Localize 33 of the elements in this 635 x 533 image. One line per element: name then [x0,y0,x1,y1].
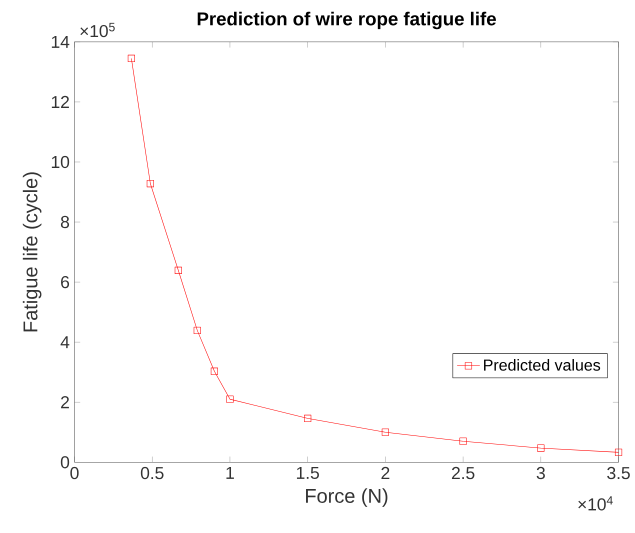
x-tick-label: 3.5 [607,467,630,480]
x-tick-label: 0.5 [140,467,164,480]
x-axis-title: Force (N) [306,488,388,508]
x-tick-label: 2 [381,467,390,480]
x-tick-label: 1.5 [296,467,319,480]
x-tick-label: 1 [226,467,234,479]
point [304,414,312,422]
legend-label: Predicted values [484,359,600,371]
point [382,428,389,436]
x-tick-label: 3 [536,467,545,480]
y-tick-label: 2 [61,396,69,408]
point [210,368,218,375]
point [174,266,182,274]
x-tick-label: 0 [70,467,79,480]
y-axis-title: Fatigue life (cycle) [22,172,42,332]
y-tick-label: 10 [52,156,70,168]
point [226,396,234,403]
point [128,54,135,62]
y-tick-label: 12 [52,96,69,108]
y-tick-label: 8 [60,216,70,228]
point [614,448,622,456]
point [194,326,201,334]
text: ×10$^{5}$ [80,23,115,38]
chart-title: Prediction of wire rope fatigue life [198,12,496,30]
text: ×10$^{4}$ [578,496,613,511]
y-tick-label: 0 [60,456,70,468]
y-tick-label: 6 [61,276,70,288]
y-tick-label: 4 [60,336,70,348]
point [537,444,544,452]
x-tick-label: 2.5 [452,467,474,480]
y-tick-label: 14 [52,36,70,48]
point [460,438,467,445]
point [146,180,154,188]
